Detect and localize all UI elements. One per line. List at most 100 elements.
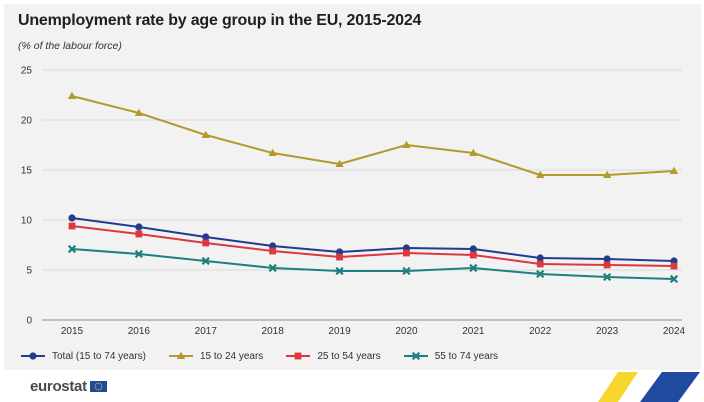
data-point: [335, 266, 344, 276]
x-tick-label: 2020: [395, 326, 418, 337]
data-point: [201, 130, 210, 138]
data-point: [536, 170, 545, 178]
data-point: [134, 108, 144, 116]
data-point: [67, 91, 77, 99]
eurostat-logo: eurostat: [30, 378, 107, 395]
legend-marker: [294, 352, 302, 360]
data-point: [269, 247, 277, 255]
flag-star: [100, 387, 102, 389]
flag-star: [99, 383, 101, 385]
y-tick-label: 25: [21, 66, 33, 77]
x-tick-label: 2024: [663, 326, 686, 337]
series-1: [67, 91, 679, 178]
data-point: [201, 256, 210, 266]
flag-star: [96, 388, 98, 390]
series-3: [67, 244, 679, 284]
eurostat-logo-text: eurostat: [30, 378, 87, 395]
legend-item: 55 to 74 years: [403, 350, 498, 362]
chart-panel: [4, 4, 701, 370]
x-tick-label: 2016: [128, 326, 151, 337]
x-tick-label: 2015: [61, 326, 84, 337]
data-point: [602, 170, 612, 178]
data-point: [603, 261, 611, 269]
data-point: [469, 245, 477, 253]
flag-star: [94, 385, 96, 388]
flag-star: [94, 387, 96, 389]
data-point: [536, 260, 544, 268]
x-tick-label: 2022: [529, 326, 552, 337]
data-point: [469, 251, 477, 259]
flag-star: [99, 388, 101, 390]
data-point: [603, 255, 611, 263]
flag-star: [100, 384, 102, 386]
data-point: [67, 244, 77, 254]
x-tick-label: 2021: [462, 326, 485, 337]
legend-label: 15 to 24 years: [199, 350, 264, 362]
legend-marker: [29, 352, 37, 360]
data-point: [536, 269, 545, 279]
data-point: [135, 230, 143, 238]
legend-swatch: [286, 352, 311, 360]
eurostat-corner-graphic: [598, 372, 700, 402]
flag-star: [97, 382, 99, 384]
data-point: [469, 263, 478, 273]
legend-marker: [176, 351, 186, 359]
flag-star: [96, 383, 98, 385]
legend-item: Total (15 to 74 years): [20, 350, 146, 362]
legend-marker: [411, 351, 420, 361]
eu-flag-icon: [89, 381, 107, 392]
y-tick-label: 5: [26, 266, 32, 277]
legend-item: 25 to 54 years: [285, 350, 381, 362]
data-point: [536, 254, 544, 262]
data-point: [402, 266, 411, 276]
flag-star: [94, 384, 96, 386]
data-point: [402, 140, 411, 148]
data-point: [335, 159, 344, 167]
line-chart: 0 5 10 15 20 25 2015 2016 2017 2018 2019 2020 2021 20…: [21, 66, 686, 338]
y-tick-label: 0: [26, 316, 32, 327]
x-tick-label: 2017: [195, 326, 218, 337]
data-point: [669, 166, 679, 174]
y-tick-label: 10: [21, 216, 33, 227]
legend-label: 25 to 54 years: [317, 350, 381, 362]
legend-swatch: [21, 352, 45, 360]
data-point: [68, 222, 76, 230]
data-point: [68, 214, 76, 222]
footer: eurostat: [0, 372, 704, 402]
series-line: [71, 95, 675, 176]
legend-swatch: [168, 351, 193, 359]
flag-field: [89, 381, 107, 392]
x-tick-label: 2018: [262, 326, 285, 337]
series-line: [71, 217, 675, 262]
series-line: [71, 225, 675, 267]
data-point: [403, 249, 410, 257]
flag-star: [97, 389, 99, 391]
data-point: [268, 148, 277, 156]
legend-swatch: [403, 351, 428, 361]
chart-title: Unemployment rate by age group in the EU…: [18, 12, 422, 29]
corner-stripe-yellow: [598, 372, 638, 402]
x-tick-label: 2023: [596, 326, 619, 337]
corner-stripe-blue: [640, 372, 700, 402]
data-point: [669, 274, 679, 284]
y-tick-label: 15: [21, 166, 33, 177]
data-point: [268, 263, 277, 273]
legend-item: 15 to 24 years: [168, 350, 263, 362]
chart-legend: Total (15 to 74 years) 15 to 24 years 25 t…: [20, 348, 520, 364]
data-point: [336, 253, 343, 261]
data-point: [134, 249, 143, 259]
data-point: [603, 272, 612, 282]
data-point: [202, 239, 210, 247]
data-point: [670, 262, 678, 270]
series-line: [71, 248, 675, 280]
data-point: [202, 233, 210, 241]
series-2: [68, 222, 678, 270]
data-point: [135, 223, 143, 231]
data-point: [469, 148, 478, 156]
legend-label: Total (15 to 74 years): [52, 350, 146, 362]
x-tick-label: 2019: [328, 326, 351, 337]
legend-label: 55 to 74 years: [434, 350, 499, 362]
chart-subtitle: (% of the labour force): [18, 40, 122, 52]
flag-star: [101, 385, 103, 388]
y-tick-label: 20: [21, 116, 33, 127]
